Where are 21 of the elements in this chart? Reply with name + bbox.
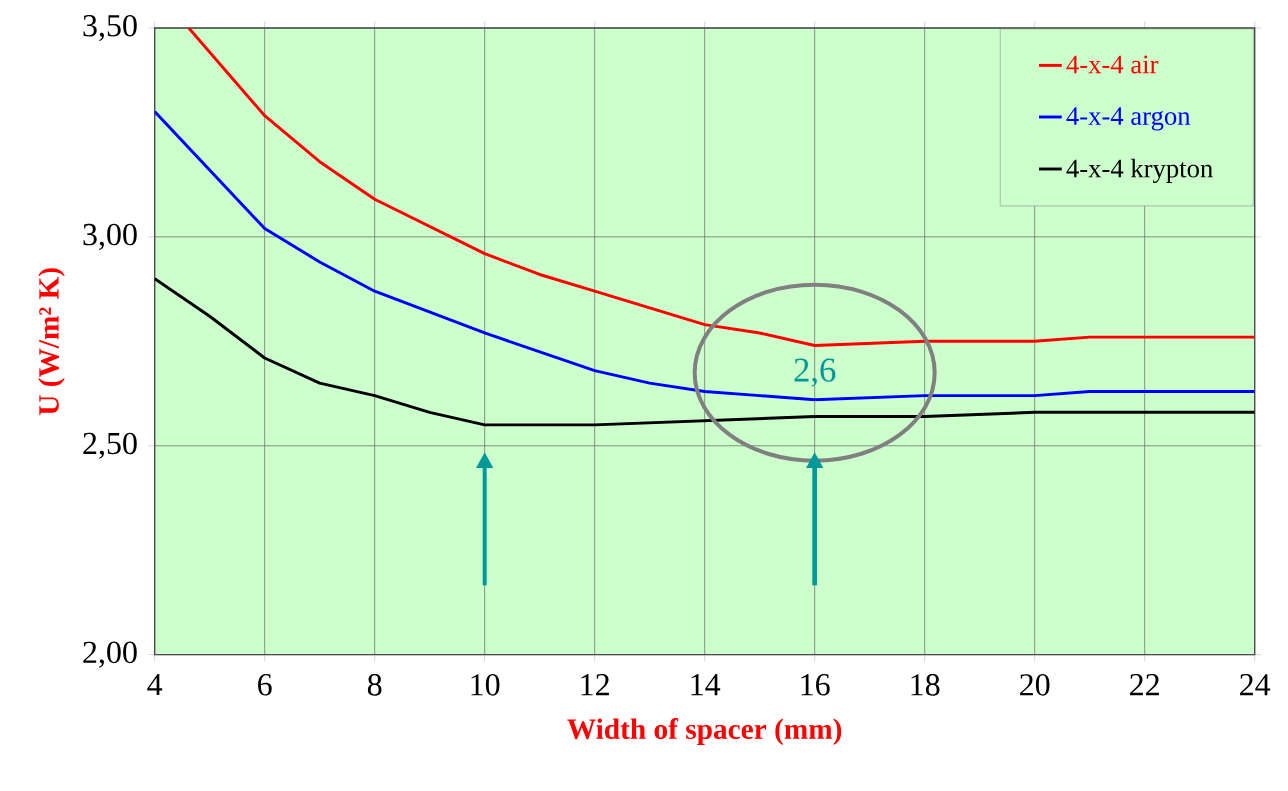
x-tick-label: 6 xyxy=(258,674,272,696)
annotation: 2,6 xyxy=(794,358,836,387)
legend-label: 4-x-4 argon xyxy=(1066,107,1191,131)
x-tick-label: 14 xyxy=(691,674,721,696)
y-tick-label: 2,00 xyxy=(83,641,137,668)
y-tick-label: 3,50 xyxy=(83,15,137,42)
x-tick-label: 12 xyxy=(581,674,609,696)
x-tick-label: 10 xyxy=(471,674,500,696)
legend-label: 4-x-4 krypton xyxy=(1066,158,1213,184)
x-axis-title: Width of spacer (mm) xyxy=(567,718,842,746)
x-tick-label: 18 xyxy=(911,674,940,696)
legend-label: 4-x-4 air xyxy=(1066,55,1159,74)
y-tick-label: 2,50 xyxy=(83,432,137,460)
x-tick-label: 4 xyxy=(147,674,163,696)
x-tick-label: 20 xyxy=(1020,674,1050,696)
x-tick-label: 24 xyxy=(1240,674,1271,696)
x-tick-label: 16 xyxy=(801,674,830,696)
y-tick-label: 3,00 xyxy=(83,223,137,251)
y-axis-title: U (W/m² K) xyxy=(38,268,65,416)
x-tick-label: 22 xyxy=(1130,674,1159,696)
x-tick-label: 8 xyxy=(367,674,382,696)
